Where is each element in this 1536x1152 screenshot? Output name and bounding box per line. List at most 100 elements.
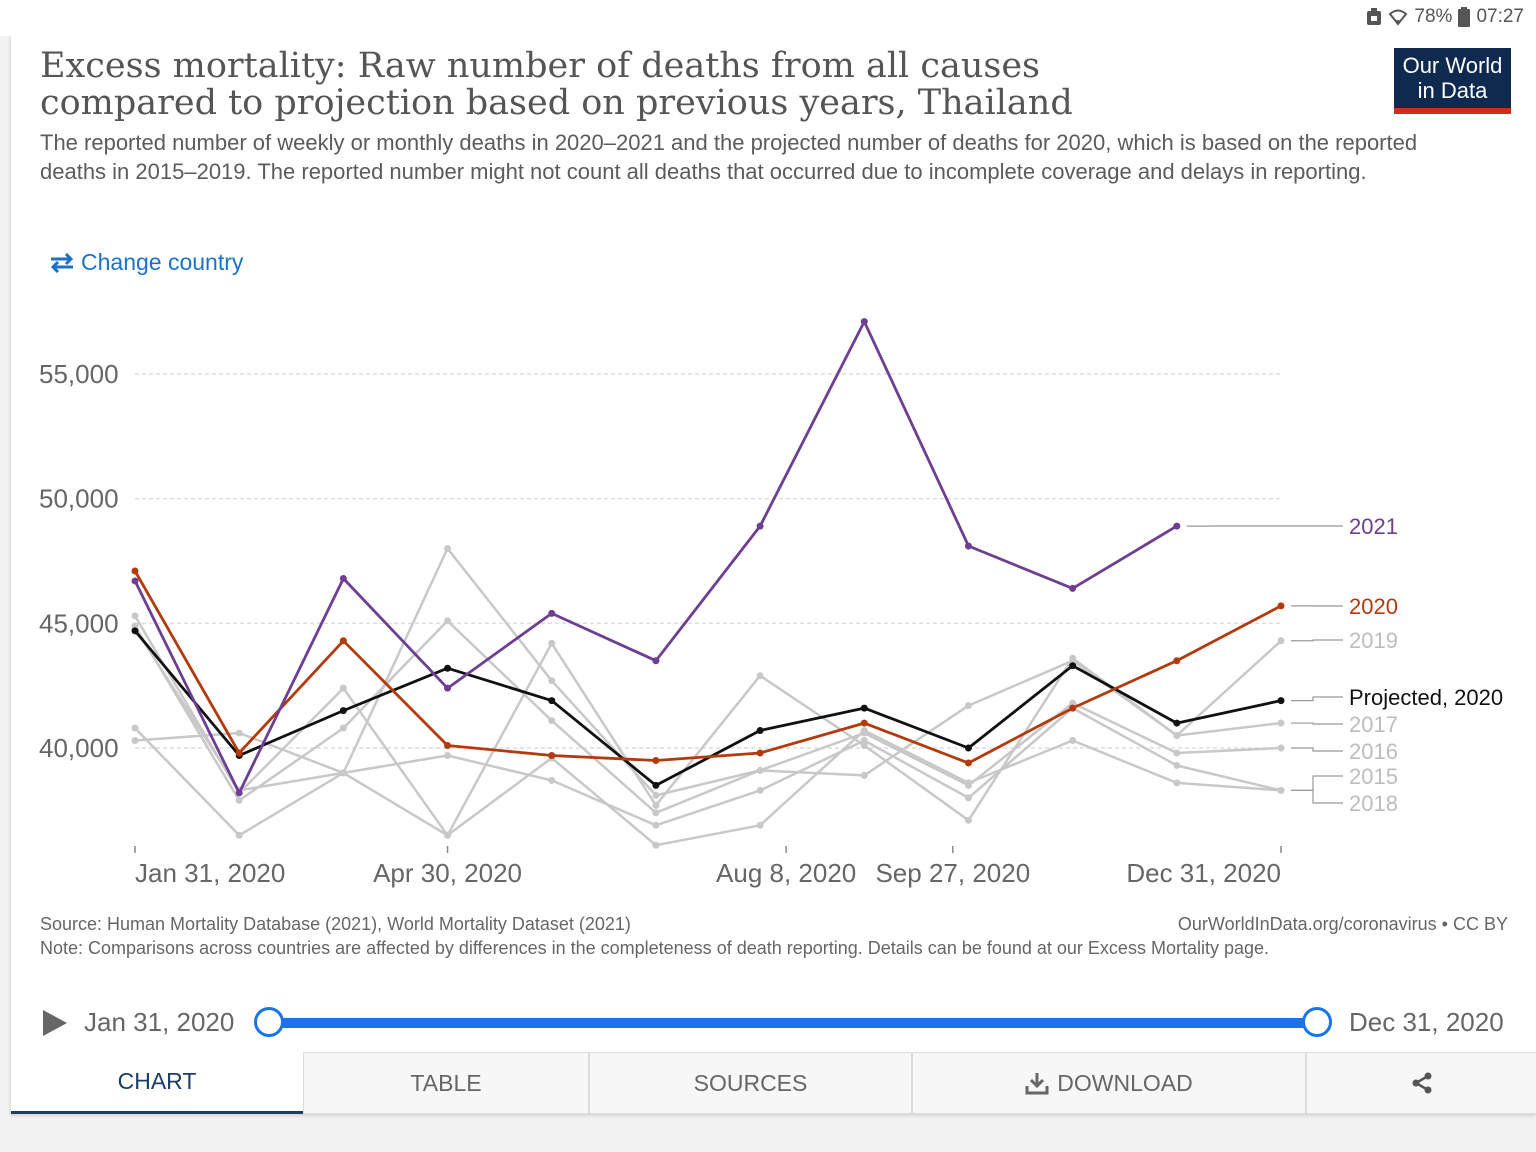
series-line-2021	[133, 320, 1178, 795]
data-point	[1069, 662, 1077, 670]
legend-label: 2019	[1349, 628, 1398, 653]
data-point	[235, 749, 243, 757]
data-point	[444, 751, 452, 759]
data-point	[756, 821, 764, 829]
data-point	[1173, 749, 1181, 757]
share-icon	[1412, 1072, 1431, 1094]
timeline: Jan 31, 2020 Dec 31, 2020	[11, 998, 1536, 1048]
data-point	[131, 622, 139, 630]
series-line-2015	[133, 627, 1282, 827]
chart-subtitle: The reported number of weekly or monthly…	[40, 130, 1418, 184]
note-text: Note: Comparisons across countries are a…	[40, 938, 1270, 958]
data-point	[548, 677, 556, 685]
data-point	[964, 759, 972, 767]
data-point	[444, 831, 452, 839]
legend-connector	[1291, 722, 1343, 725]
data-point	[964, 542, 972, 550]
data-point	[444, 664, 452, 672]
change-country-button[interactable]: Change country	[49, 249, 243, 276]
timeline-start-label: Jan 31, 2020	[84, 1007, 235, 1037]
data-point	[131, 577, 139, 585]
y-tick-label: 55,000	[39, 359, 119, 389]
battery-icon	[1458, 7, 1471, 27]
timeline-track[interactable]	[269, 1018, 1317, 1028]
data-point	[860, 737, 868, 745]
data-point	[1277, 637, 1285, 645]
data-point	[964, 794, 972, 802]
data-point	[860, 704, 868, 712]
legend-connector	[1291, 775, 1343, 791]
battery-percent: 78%	[1414, 6, 1453, 27]
y-tick-label: 50,000	[39, 484, 119, 514]
x-tick-label: Sep 27, 2020	[875, 858, 1030, 888]
data-point	[1173, 761, 1181, 769]
owid-logo[interactable]: Our World in Data	[1394, 48, 1511, 114]
data-point	[339, 574, 347, 582]
data-point	[1069, 657, 1077, 665]
data-point	[444, 545, 452, 553]
data-point	[1173, 657, 1181, 665]
tab-sources[interactable]: SOURCES	[589, 1052, 912, 1114]
download-icon	[1025, 1073, 1049, 1095]
x-tick-label: Dec 31, 2020	[1126, 858, 1281, 888]
swap-arrows-icon	[50, 252, 74, 273]
data-point	[652, 781, 660, 789]
data-point	[652, 841, 660, 849]
timeline-start-handle[interactable]	[254, 1007, 284, 1037]
legend-label: 2015	[1349, 764, 1398, 789]
legend-label: 2020	[1349, 594, 1398, 619]
data-point	[548, 751, 556, 759]
legend-connector	[1291, 789, 1343, 804]
y-tick-label: 45,000	[39, 608, 119, 638]
data-point	[1277, 719, 1285, 727]
data-point	[1277, 697, 1285, 705]
timeline-end-handle[interactable]	[1302, 1007, 1332, 1037]
data-point	[235, 796, 243, 804]
data-point	[339, 724, 347, 732]
legend-connector	[1291, 639, 1343, 642]
data-point	[1277, 786, 1285, 794]
data-point	[131, 724, 139, 732]
chart-title: Excess mortality: Raw number of deaths f…	[40, 46, 1073, 123]
source-text: Source: Human Mortality Database (2021),…	[40, 914, 631, 934]
series-line-2017	[133, 615, 1282, 837]
data-point	[548, 639, 556, 647]
tab-download[interactable]: DOWNLOAD	[912, 1052, 1306, 1114]
legend-connector	[1291, 696, 1343, 702]
x-tick-label: Jan 31, 2020	[135, 858, 285, 888]
data-point	[652, 791, 660, 799]
data-point	[1173, 719, 1181, 727]
notification-icon	[1367, 8, 1382, 25]
series-line-2016	[133, 619, 1282, 815]
data-point	[1069, 699, 1077, 707]
status-icons: 78% 07:27	[1366, 6, 1524, 28]
data-point	[339, 769, 347, 777]
logo-line-2: in Data	[1417, 78, 1488, 103]
data-point	[339, 707, 347, 715]
data-point	[131, 612, 139, 620]
data-point	[652, 809, 660, 817]
license-link[interactable]: OurWorldInData.org/coronavirus • CC BY	[1177, 914, 1508, 934]
series-line-2019	[134, 547, 1282, 837]
y-tick-label: 40,000	[39, 733, 119, 763]
data-point	[756, 727, 764, 735]
tab-table[interactable]: TABLE	[303, 1052, 589, 1114]
data-point	[860, 771, 868, 779]
data-point	[756, 749, 764, 757]
tab-chart-label: CHART	[117, 1068, 197, 1094]
data-point	[548, 717, 556, 725]
data-point	[444, 617, 452, 625]
data-point	[548, 776, 556, 784]
data-point	[860, 318, 868, 326]
play-icon[interactable]	[41, 1008, 69, 1038]
tab-chart[interactable]: CHART	[11, 1052, 303, 1114]
data-point	[131, 567, 139, 575]
timeline-end-label: Dec 31, 2020	[1349, 1007, 1504, 1037]
logo-line-1: Our World	[1402, 53, 1503, 78]
legend-label: 2017	[1349, 712, 1398, 737]
wifi-icon	[1389, 9, 1408, 26]
share-button[interactable]	[1306, 1052, 1536, 1114]
tab-bar: CHART TABLE SOURCES DOWNLOAD	[11, 1052, 1536, 1114]
data-point	[860, 727, 868, 735]
data-point	[964, 779, 972, 787]
